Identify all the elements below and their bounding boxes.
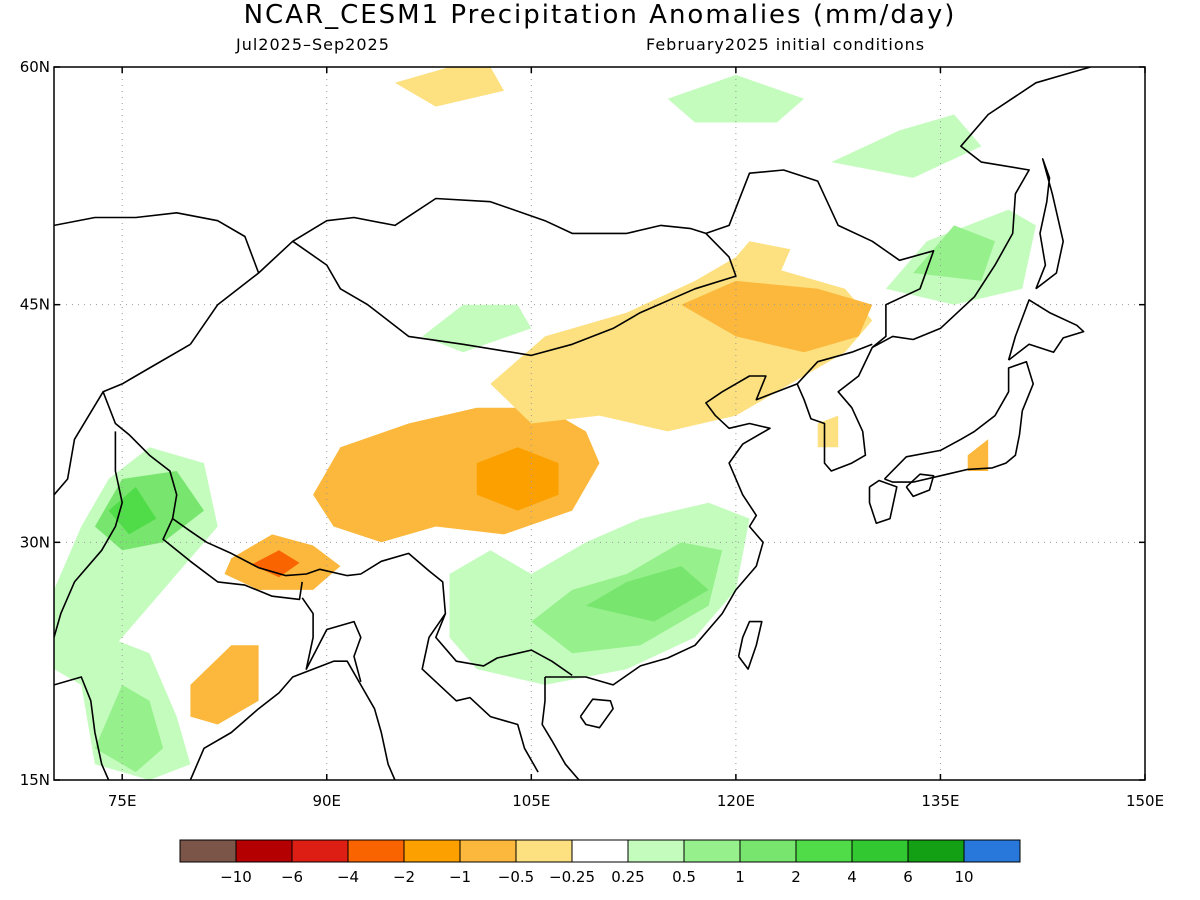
lon-tick-label: 90E xyxy=(312,792,341,810)
colorbar-swatch xyxy=(795,839,853,863)
border-layer xyxy=(54,169,935,773)
anomaly-okhotsk-wet xyxy=(831,114,982,178)
lat-tick-label: 30N xyxy=(20,533,50,551)
coastline-taiwan xyxy=(737,620,763,670)
coastline-sakhalin xyxy=(1035,158,1064,290)
colorbar-swatch xyxy=(571,839,629,863)
anomaly-tibet-plateau-dry xyxy=(313,407,600,543)
anomaly-northeast-wet-inner xyxy=(913,225,995,281)
coastline-hainan xyxy=(579,698,614,729)
coastline-indochina-coast xyxy=(541,677,580,780)
colorbar-swatch xyxy=(739,839,797,863)
colorbar-label: 0.5 xyxy=(672,868,696,886)
border-china-west-border xyxy=(102,343,208,543)
colorbar-label: 1 xyxy=(735,868,745,886)
coastline-bengal-coast xyxy=(54,676,110,780)
border-india-bangladesh-border xyxy=(301,597,362,683)
anomaly-siberia-dry xyxy=(722,241,791,281)
anomaly-tibet-plateau-core xyxy=(476,447,559,511)
colorbar-label: −1 xyxy=(449,868,471,886)
colorbar-swatch xyxy=(179,839,237,863)
border-himalaya-border xyxy=(206,541,573,677)
coastline-bay-of-bengal xyxy=(189,660,396,780)
colorbar-label: 4 xyxy=(847,868,857,886)
border-myanmar-laos-border xyxy=(421,613,539,773)
lon-tick-label: 75E xyxy=(108,792,137,810)
colorbar-label: −0.5 xyxy=(498,868,534,886)
colorbar-label: 0.25 xyxy=(611,868,644,886)
anomaly-layer xyxy=(54,67,1036,780)
border-india-nepal-border xyxy=(162,518,303,601)
anomaly-northeast-china-dry xyxy=(681,280,873,353)
colorbar-label: −0.25 xyxy=(549,868,595,886)
border-pakistan-border xyxy=(54,391,104,496)
colorbar-swatch xyxy=(683,839,741,863)
coastline-eurasian-east-coast xyxy=(545,67,1091,686)
lat-tick-label: 60N xyxy=(20,58,50,76)
colorbar-label: −10 xyxy=(220,868,252,886)
colorbar-swatch xyxy=(291,839,349,863)
lon-tick-label: 120E xyxy=(717,792,755,810)
anomaly-himalaya-west-core xyxy=(108,486,157,535)
lon-tick-label: 150E xyxy=(1126,792,1164,810)
anomaly-india-east-dry xyxy=(190,645,259,725)
coastline-japan-honshu xyxy=(883,360,1034,483)
border-korea-border xyxy=(796,343,873,385)
colorbar-label: −2 xyxy=(393,868,415,886)
border-china-north-border xyxy=(189,169,935,357)
lat-tick-label: 45N xyxy=(20,296,50,314)
colorbar-swatch xyxy=(235,839,293,863)
colorbar-label: 10 xyxy=(954,868,973,886)
anomaly-south-china-wet-core xyxy=(585,566,709,622)
colorbar-swatch xyxy=(459,839,517,863)
anomaly-mongolia-north-dry xyxy=(394,67,504,107)
border-kazakh-border xyxy=(54,212,260,274)
lon-tick-label: 135E xyxy=(921,792,959,810)
map-title: NCAR_CESM1 Precipitation Anomalies (mm/d… xyxy=(243,0,957,30)
anomaly-kazakh-wet xyxy=(422,304,532,353)
colorbar-swatch xyxy=(515,839,573,863)
border-pakistan-india-border xyxy=(54,431,123,638)
anomaly-korea-dry xyxy=(817,415,839,448)
colorbar: −10 −6 −4 −2 −1 −0.5 −0.25 0.25 0.5 1 2 4 6 10 xyxy=(179,839,1021,886)
coastline-japan-shikoku xyxy=(905,473,935,498)
border-mongolia-north-border xyxy=(292,197,707,242)
gridlines xyxy=(54,67,1145,780)
axis-labels: 60N 45N 30N 15N 75E 90E 105E 120E 135E 150E xyxy=(20,58,1164,810)
colorbar-swatch xyxy=(627,839,685,863)
colorbar-label: 2 xyxy=(791,868,801,886)
colorbar-swatch xyxy=(851,839,909,863)
colorbar-label: 6 xyxy=(903,868,913,886)
forecast-period: Jul2025–Sep2025 xyxy=(236,35,390,54)
map-frame xyxy=(53,66,1146,781)
coastline-japan-hokkaido xyxy=(1007,299,1085,361)
colorbar-swatch xyxy=(403,839,461,863)
colorbar-label: −4 xyxy=(337,868,359,886)
colorbar-swatch xyxy=(907,839,965,863)
anomaly-india-south-wet-inner xyxy=(94,684,164,773)
colorbar-swatch xyxy=(347,839,405,863)
coastline-japan-kyushu xyxy=(868,479,898,525)
anomaly-siberia-wet xyxy=(667,74,805,123)
initial-conditions: February2025 initial conditions xyxy=(646,35,926,54)
lat-tick-label: 15N xyxy=(20,771,50,789)
coastline-layer xyxy=(54,67,1091,780)
anomaly-japan-dry xyxy=(967,439,989,471)
colorbar-label: −6 xyxy=(281,868,303,886)
anomaly-nepal-core xyxy=(251,550,300,578)
lon-tick-label: 105E xyxy=(512,792,550,810)
colorbar-swatch xyxy=(963,839,1021,863)
